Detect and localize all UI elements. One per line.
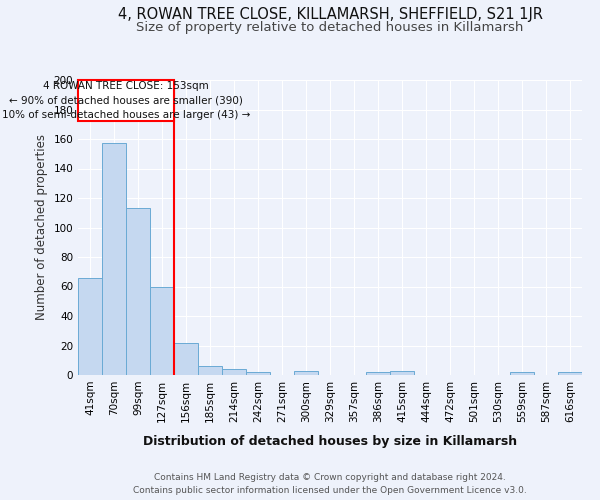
Y-axis label: Number of detached properties: Number of detached properties xyxy=(35,134,48,320)
Bar xyxy=(126,208,150,375)
Text: Size of property relative to detached houses in Killamarsh: Size of property relative to detached ho… xyxy=(136,21,524,34)
Bar xyxy=(78,80,174,122)
Bar xyxy=(78,278,102,375)
Bar xyxy=(222,369,246,375)
Text: 4, ROWAN TREE CLOSE, KILLAMARSH, SHEFFIELD, S21 1JR: 4, ROWAN TREE CLOSE, KILLAMARSH, SHEFFIE… xyxy=(118,8,542,22)
Bar xyxy=(366,372,390,375)
Bar xyxy=(294,370,318,375)
Bar xyxy=(558,372,582,375)
Text: Contains HM Land Registry data © Crown copyright and database right 2024.
Contai: Contains HM Land Registry data © Crown c… xyxy=(133,473,527,495)
Text: 4 ROWAN TREE CLOSE: 153sqm
← 90% of detached houses are smaller (390)
10% of sem: 4 ROWAN TREE CLOSE: 153sqm ← 90% of deta… xyxy=(2,81,250,120)
Bar xyxy=(174,342,198,375)
Bar xyxy=(246,372,270,375)
Bar xyxy=(390,370,414,375)
Bar xyxy=(510,372,534,375)
Text: Distribution of detached houses by size in Killamarsh: Distribution of detached houses by size … xyxy=(143,435,517,448)
Bar xyxy=(198,366,222,375)
Bar xyxy=(150,286,174,375)
Bar xyxy=(102,144,126,375)
